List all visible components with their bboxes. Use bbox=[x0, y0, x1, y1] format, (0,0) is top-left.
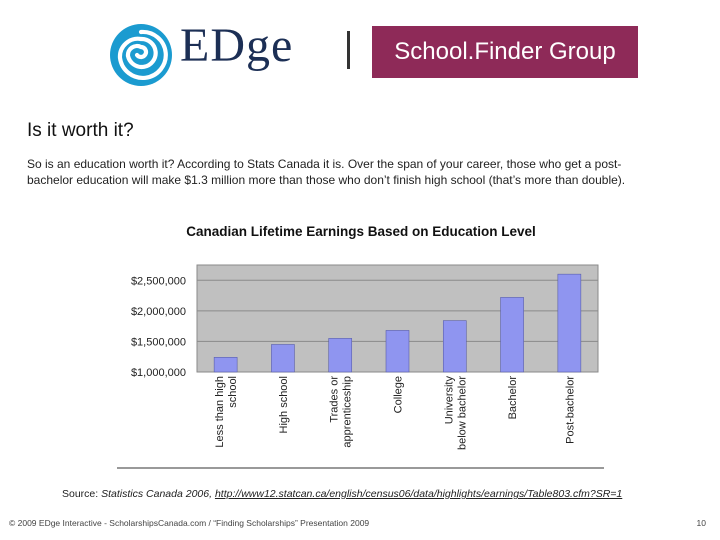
edge-swirl-logo-icon bbox=[110, 24, 172, 86]
intro-paragraph: So is an education worth it? According t… bbox=[27, 157, 626, 187]
plot-area bbox=[196, 264, 599, 373]
x-tick-label-line: College bbox=[393, 376, 405, 413]
x-tick-label-4: Universitybelow bachelor bbox=[443, 376, 468, 450]
source-prefix: Source: bbox=[62, 488, 102, 500]
x-tick-label-line: High school bbox=[278, 376, 290, 433]
x-tick-label-line: University bbox=[443, 376, 455, 425]
x-tick-label-line: below bachelor bbox=[456, 376, 468, 450]
x-tick-label-line: Post-bachelor bbox=[564, 376, 576, 444]
bar-0 bbox=[213, 357, 238, 373]
x-tick-label-line: apprenticeship bbox=[342, 376, 354, 448]
bar-4 bbox=[442, 320, 467, 373]
x-tick-label-line: Less than high bbox=[214, 376, 226, 448]
source-link[interactable]: http://www12.statcan.ca/english/census06… bbox=[214, 488, 623, 500]
edge-wordmark: EDge bbox=[180, 19, 294, 72]
x-tick-label-6: Post-bachelor bbox=[564, 376, 576, 444]
x-tick-label-5: Bachelor bbox=[507, 376, 519, 420]
chart-title: Canadian Lifetime Earnings Based on Educ… bbox=[186, 224, 536, 239]
slide-heading: Is it worth it? bbox=[27, 120, 134, 141]
source-publication: Statistics Canada 2006, bbox=[101, 488, 215, 500]
x-tick-label-line: Bachelor bbox=[507, 376, 519, 420]
y-tick-label: $2,000,000 bbox=[131, 306, 186, 318]
page-number: 10 bbox=[696, 518, 706, 528]
bar-3 bbox=[385, 330, 410, 373]
bar-6 bbox=[557, 273, 582, 373]
x-tick-label-2: Trades orapprenticeship bbox=[329, 376, 354, 448]
x-tick-label-line: Trades or bbox=[329, 376, 341, 423]
y-tick-label: $2,500,000 bbox=[131, 275, 186, 287]
x-tick-label-line: school bbox=[227, 376, 239, 408]
x-tick-label-3: College bbox=[393, 376, 405, 413]
y-tick-label: $1,500,000 bbox=[131, 336, 186, 348]
source-citation: Source: Statistics Canada 2006, http://w… bbox=[62, 488, 682, 500]
schoolfinder-group-badge: School.Finder Group bbox=[372, 26, 638, 78]
bar-1 bbox=[271, 344, 295, 373]
footer-copyright: © 2009 EDge Interactive - ScholarshipsCa… bbox=[9, 518, 370, 528]
bar-5 bbox=[500, 297, 524, 373]
x-tick-label-0: Less than highschool bbox=[214, 376, 239, 448]
y-tick-label: $1,000,000 bbox=[131, 367, 186, 379]
x-tick-label-1: High school bbox=[278, 376, 290, 433]
bar-2 bbox=[328, 338, 353, 373]
logo-divider bbox=[347, 31, 350, 69]
